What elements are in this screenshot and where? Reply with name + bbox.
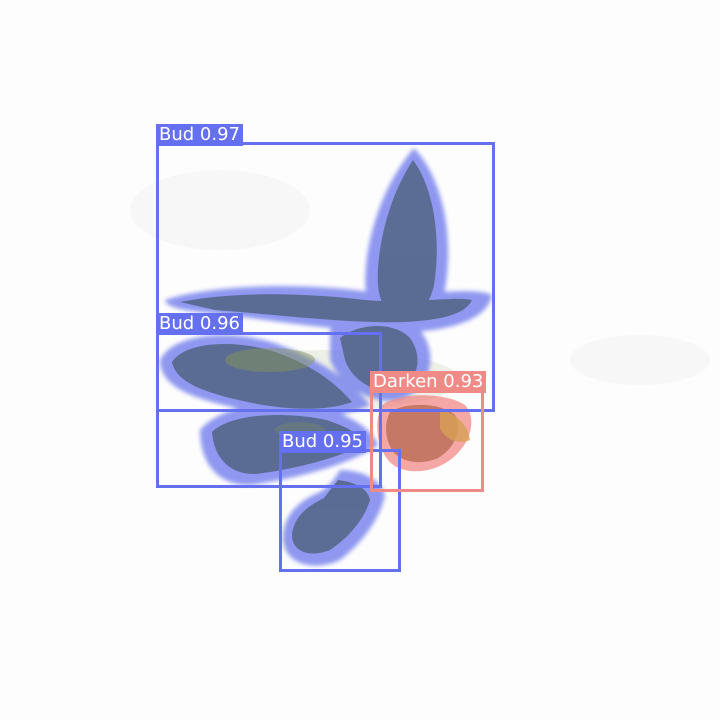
detection-label-bud-1: Bud 0.97	[156, 124, 243, 146]
detection-box-bud-2	[156, 332, 382, 488]
detection-label-bud-2: Bud 0.96	[156, 313, 243, 335]
detection-box-darken-1	[370, 389, 484, 492]
detection-label-bud-3: Bud 0.95	[279, 431, 366, 453]
detection-box-bud-1	[156, 142, 495, 412]
detection-label-darken-1: Darken 0.93	[370, 371, 487, 393]
